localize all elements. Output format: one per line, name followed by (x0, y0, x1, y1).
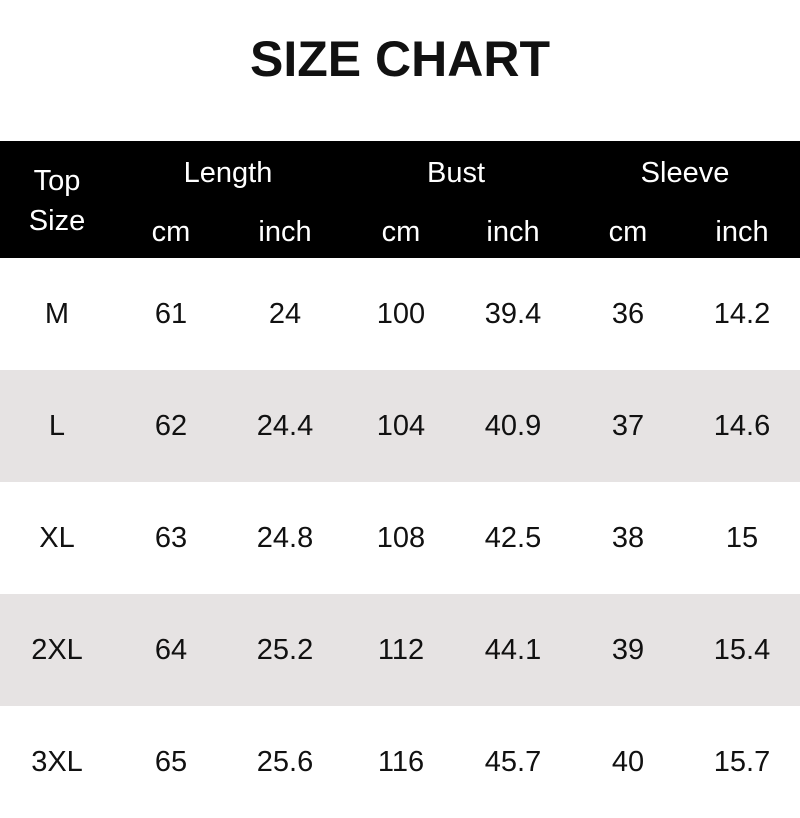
measurement-cell: 24 (268, 298, 302, 330)
measurement-cell: 24.8 (256, 522, 314, 554)
measurement-cell: 112 (377, 634, 425, 666)
length-header: Length (183, 157, 273, 189)
measurement-cell: 40 (611, 746, 645, 778)
page-title: SIZE CHART (250, 31, 550, 87)
table-header: Top Size Length Bust Sleeve cm inch cm i… (0, 141, 800, 258)
measurement-cell: 25.6 (256, 746, 314, 778)
unit-header: cm (151, 216, 191, 248)
measurement-cell: 45.7 (484, 746, 542, 778)
sleeve-header: Sleeve (640, 157, 730, 189)
measurement-cell: 39 (611, 634, 645, 666)
measurement-cell: 24.4 (256, 410, 314, 442)
measurement-cell: 36 (611, 298, 645, 330)
measurement-cell: 40.9 (484, 410, 542, 442)
size-cell: XL (39, 522, 75, 554)
measurement-cell: 65 (154, 746, 188, 778)
size-cell: M (44, 298, 70, 330)
size-cell: 3XL (31, 746, 83, 778)
measurement-cell: 15.7 (713, 746, 771, 778)
measurement-cell: 42.5 (484, 522, 542, 554)
table-row: 3XL 65 25.6 116 45.7 40 15.7 (0, 706, 800, 818)
unit-header: inch (715, 216, 769, 248)
measurement-cell: 39.4 (484, 298, 542, 330)
measurement-cell: 14.6 (713, 410, 771, 442)
table-row: XL 63 24.8 108 42.5 38 15 (0, 482, 800, 594)
measurement-cell: 44.1 (484, 634, 542, 666)
measurement-cell: 64 (154, 634, 188, 666)
measurement-cell: 61 (154, 298, 188, 330)
measurement-cell: 100 (376, 298, 426, 330)
size-cell: 2XL (31, 634, 83, 666)
measurement-cell: 15 (725, 522, 759, 554)
measurement-cell: 25.2 (256, 634, 314, 666)
table-row: M 61 24 100 39.4 36 14.2 (0, 258, 800, 370)
measurement-cell: 63 (154, 522, 188, 554)
bust-header: Bust (426, 157, 486, 189)
unit-header: cm (381, 216, 421, 248)
measurement-cell: 38 (611, 522, 645, 554)
table-row: L 62 24.4 104 40.9 37 14.6 (0, 370, 800, 482)
measurement-cell: 14.2 (713, 298, 771, 330)
table-row: 2XL 64 25.2 112 44.1 39 15.4 (0, 594, 800, 706)
measurement-cell: 62 (154, 410, 188, 442)
size-header-line1: Top (33, 165, 81, 197)
unit-header: inch (258, 216, 312, 248)
unit-header: cm (608, 216, 648, 248)
size-cell: L (48, 410, 66, 442)
measurement-cell: 104 (376, 410, 426, 442)
measurement-cell: 116 (377, 746, 425, 778)
unit-header: inch (486, 216, 540, 248)
measurement-cell: 37 (611, 410, 645, 442)
measurement-cell: 15.4 (713, 634, 771, 666)
measurement-cell: 108 (376, 522, 426, 554)
size-header-line2: Size (28, 205, 86, 237)
